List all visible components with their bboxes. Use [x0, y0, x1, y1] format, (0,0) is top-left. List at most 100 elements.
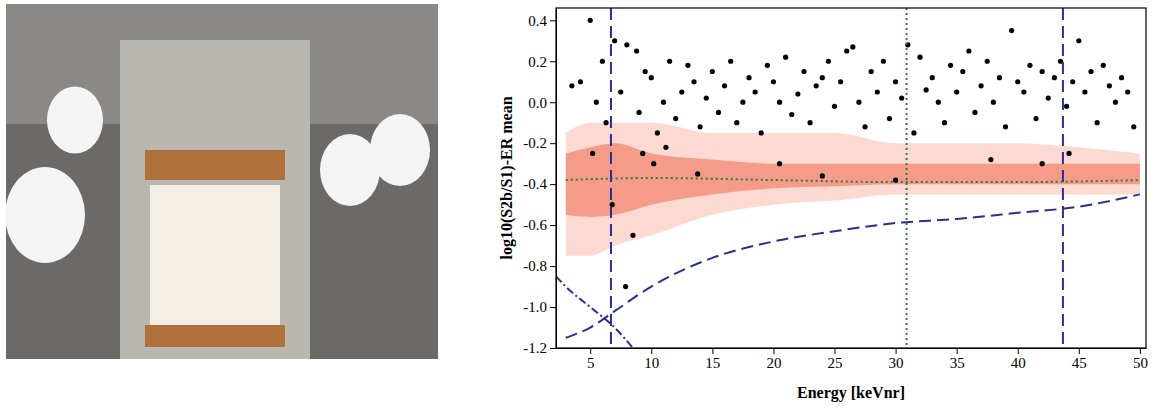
point — [1021, 89, 1026, 94]
x-tick-mark — [835, 348, 836, 354]
x-tick-mark — [896, 348, 897, 354]
x-tick-label: 10 — [644, 355, 659, 371]
point — [746, 75, 751, 80]
point — [667, 59, 672, 64]
y-tick-label: -0.6 — [523, 217, 547, 233]
x-tick-label: 40 — [1011, 355, 1026, 371]
point — [924, 87, 929, 92]
point — [1066, 151, 1071, 156]
x-tick: 50 — [1133, 348, 1148, 371]
y-tick-mark — [550, 348, 556, 349]
point — [838, 79, 843, 84]
x-tick-label: 25 — [828, 355, 843, 371]
y-tick-label: -0.8 — [523, 258, 547, 274]
point — [590, 151, 595, 156]
photo-person — [370, 114, 430, 186]
point — [691, 79, 696, 84]
point — [954, 89, 959, 94]
point — [930, 75, 935, 80]
point — [1046, 96, 1051, 101]
y-axis-line — [556, 9, 557, 349]
x-tick: 30 — [889, 348, 904, 371]
x-tick-label: 20 — [766, 355, 781, 371]
point — [618, 89, 623, 94]
y-tick-mark — [550, 266, 556, 267]
point — [893, 79, 898, 84]
point — [991, 100, 996, 105]
point — [966, 48, 971, 53]
point — [578, 79, 583, 84]
curve — [566, 194, 1140, 337]
y-tick: -0.4 — [523, 176, 556, 192]
point — [936, 100, 941, 105]
point — [728, 59, 733, 64]
point — [844, 48, 849, 53]
y-tick: -0.6 — [523, 217, 556, 233]
band-area — [566, 143, 1140, 217]
x-tick-mark — [712, 348, 713, 354]
point — [893, 177, 898, 182]
point — [820, 75, 825, 80]
point — [704, 96, 709, 101]
point — [649, 75, 654, 80]
point — [651, 161, 656, 166]
point — [643, 69, 648, 74]
x-tick: 35 — [950, 348, 965, 371]
point — [972, 110, 977, 115]
point — [985, 59, 990, 64]
point — [1003, 124, 1008, 129]
x-tick: 45 — [1072, 348, 1087, 371]
photo-background — [6, 4, 438, 359]
point — [1064, 104, 1069, 109]
x-tick: 10 — [644, 348, 659, 371]
point — [695, 171, 700, 176]
point — [899, 96, 904, 101]
x-tick-mark — [590, 348, 591, 354]
x-tick-mark — [957, 348, 958, 354]
point — [1119, 75, 1124, 80]
x-tick: 25 — [828, 348, 843, 371]
y-tick: 0.0 — [528, 95, 556, 111]
x-tick-mark — [773, 348, 774, 354]
photo-copper-ring — [145, 325, 285, 347]
point — [1113, 100, 1118, 105]
point — [988, 157, 993, 162]
point — [765, 63, 770, 68]
curve — [566, 178, 1140, 182]
point — [1015, 79, 1020, 84]
point — [807, 120, 812, 125]
point — [600, 59, 605, 64]
point — [1082, 89, 1087, 94]
y-tick: -0.2 — [523, 135, 556, 151]
photo-person — [47, 86, 103, 153]
y-tick: 0.2 — [528, 54, 556, 70]
point — [716, 110, 721, 115]
x-axis-line — [557, 348, 1147, 349]
point — [623, 284, 628, 289]
point — [661, 100, 666, 105]
y-axis-title: log10(S2b/S1)-ER mean — [498, 96, 516, 259]
point — [887, 116, 892, 121]
point — [1009, 28, 1014, 33]
point — [594, 100, 599, 105]
point — [759, 130, 764, 135]
point — [710, 69, 715, 74]
point — [997, 75, 1002, 80]
point — [820, 173, 825, 178]
point — [624, 42, 629, 47]
y-axis: -1.2-1.0-0.8-0.6-0.4-0.20.00.20.4 — [523, 9, 556, 357]
point — [814, 83, 819, 88]
plot-frame — [556, 8, 1146, 348]
point — [569, 83, 574, 88]
x-axis: 5101520253035404550 — [557, 348, 1148, 371]
point — [685, 63, 690, 68]
y-tick-label: 0.4 — [528, 13, 547, 29]
y-tick: 0.4 — [528, 13, 556, 29]
y-tick: -1.2 — [523, 340, 556, 356]
point — [722, 83, 727, 88]
point — [734, 120, 739, 125]
threshold-line — [1062, 8, 1064, 348]
points — [569, 18, 1136, 289]
point — [875, 89, 880, 94]
point — [588, 18, 593, 23]
